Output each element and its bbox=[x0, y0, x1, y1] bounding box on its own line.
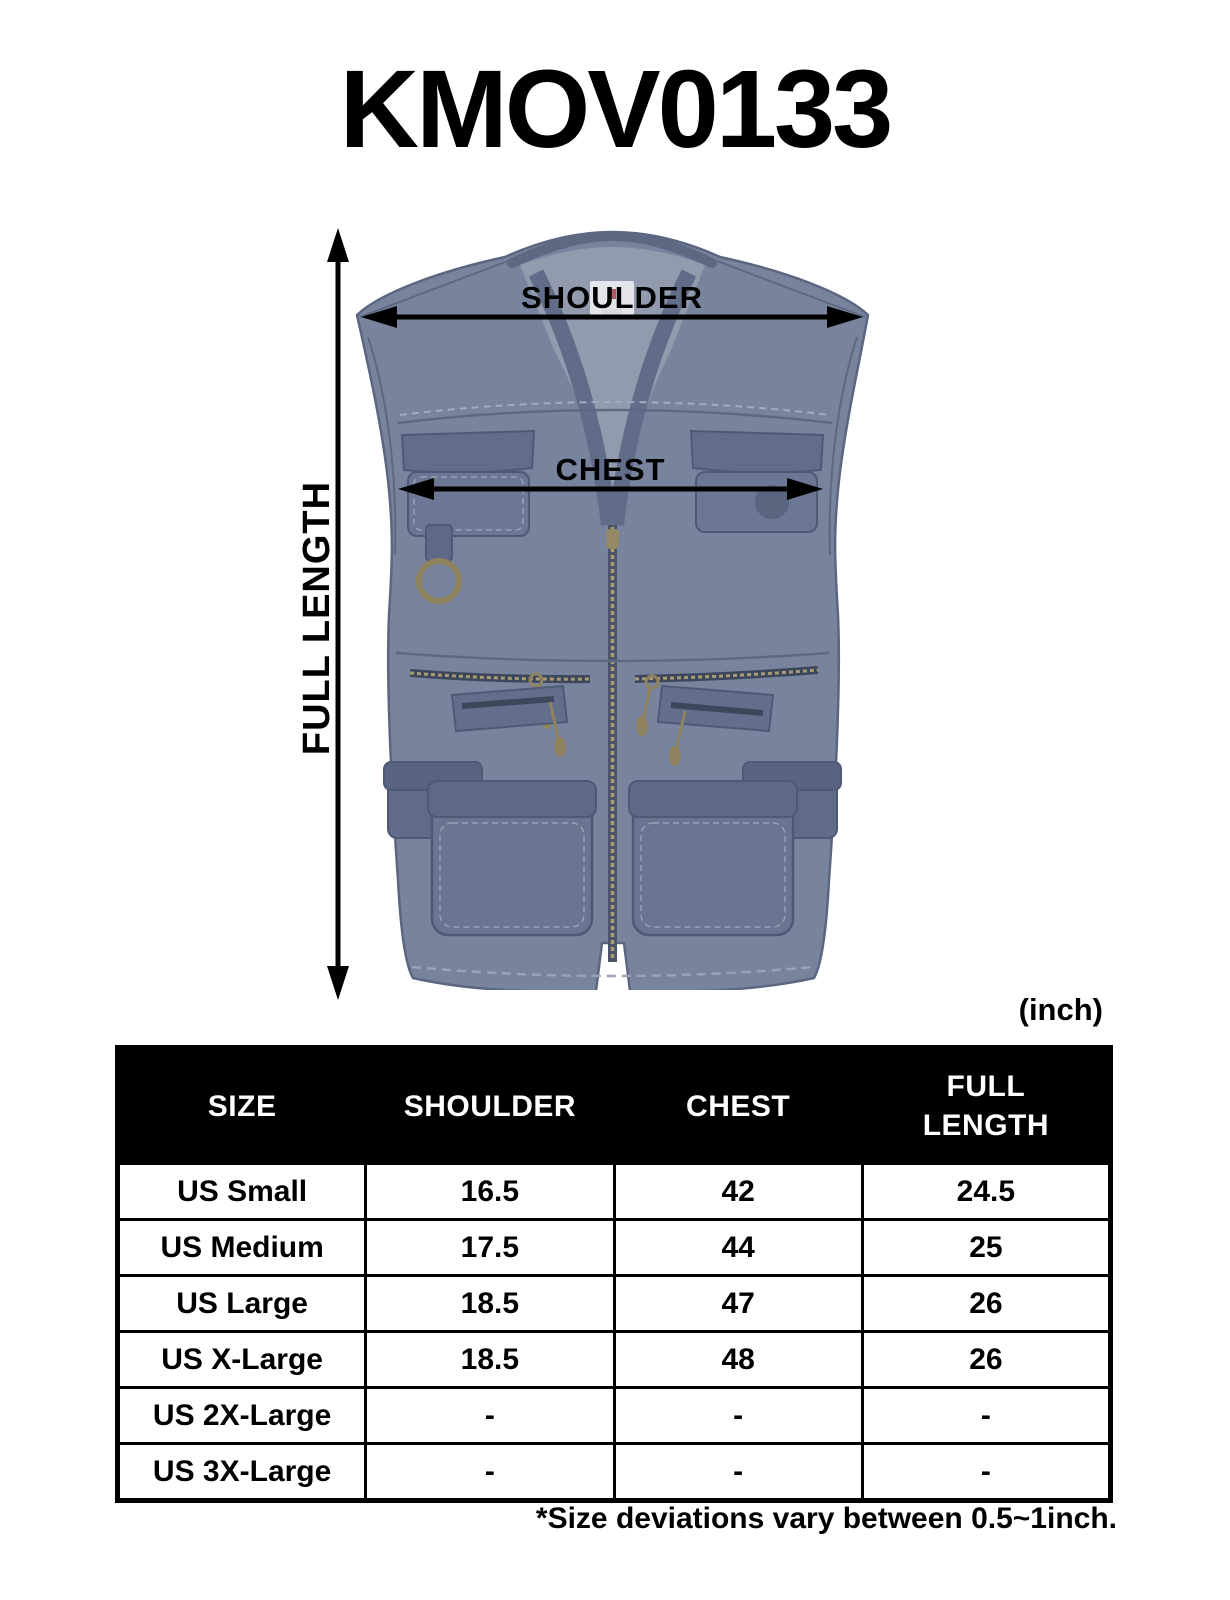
full-length-cell: 26 bbox=[860, 1330, 1113, 1389]
full-length-arrow-icon bbox=[327, 228, 349, 1000]
size-table: SIZE SHOULDER CHEST FULL LENGTH US Small… bbox=[115, 1045, 1113, 1503]
size-cell: US X-Large bbox=[115, 1330, 368, 1389]
chest-cell: 47 bbox=[612, 1274, 864, 1333]
full-length-cell: 26 bbox=[860, 1274, 1113, 1333]
size-cell: US Large bbox=[115, 1274, 368, 1333]
shoulder-cell: 18.5 bbox=[364, 1330, 616, 1389]
chest-cell: 44 bbox=[612, 1218, 864, 1277]
full-length-label: FULL LENGTH bbox=[296, 480, 338, 756]
size-cell: US 2X-Large bbox=[115, 1386, 368, 1445]
chest-cell: 42 bbox=[612, 1162, 864, 1221]
size-table-header-row: SIZE SHOULDER CHEST FULL LENGTH bbox=[115, 1046, 1113, 1165]
column-header-shoulder: SHOULDER bbox=[364, 1046, 616, 1165]
full-length-cell: 24.5 bbox=[860, 1162, 1113, 1221]
size-row: US 2X-Large - - - bbox=[115, 1386, 1113, 1445]
size-row: US Medium 17.5 44 25 bbox=[115, 1218, 1113, 1277]
size-cell: US 3X-Large bbox=[115, 1442, 368, 1502]
size-row: US Small 16.5 42 24.5 bbox=[115, 1162, 1113, 1221]
vest-d-ring bbox=[416, 524, 462, 604]
size-deviation-note: *Size deviations vary between 0.5~1inch. bbox=[535, 1502, 1117, 1535]
vest-image bbox=[355, 230, 870, 990]
shoulder-cell: - bbox=[364, 1442, 616, 1502]
column-header-full-length: FULL LENGTH bbox=[860, 1046, 1113, 1165]
shoulder-cell: - bbox=[364, 1386, 616, 1445]
size-row: US Large 18.5 47 26 bbox=[115, 1274, 1113, 1333]
product-code-title: KMOV0133 bbox=[339, 48, 894, 171]
column-header-size: SIZE bbox=[115, 1046, 368, 1165]
chest-cell: - bbox=[612, 1442, 864, 1502]
chest-measure: CHEST bbox=[398, 453, 823, 507]
vest-lower-pockets bbox=[383, 761, 842, 978]
full-length-cell: 25 bbox=[860, 1218, 1113, 1277]
full-length-cell: - bbox=[860, 1386, 1113, 1445]
full-length-cell: - bbox=[860, 1442, 1113, 1502]
shoulder-label: SHOULDER bbox=[521, 280, 703, 315]
chest-cell: 48 bbox=[612, 1330, 864, 1389]
shoulder-measure: SHOULDER bbox=[361, 281, 863, 335]
shoulder-cell: 16.5 bbox=[364, 1162, 616, 1221]
size-cell: US Medium bbox=[115, 1218, 368, 1277]
size-row: US 3X-Large - - - bbox=[115, 1442, 1113, 1502]
chest-cell: - bbox=[612, 1386, 864, 1445]
column-header-chest: CHEST bbox=[612, 1046, 864, 1165]
shoulder-cell: 17.5 bbox=[364, 1218, 616, 1277]
size-cell: US Small bbox=[115, 1162, 368, 1221]
chest-arrow-icon bbox=[398, 478, 823, 500]
vest-zipper bbox=[606, 525, 619, 962]
chest-label: CHEST bbox=[555, 452, 666, 487]
vest-zip-pockets bbox=[450, 684, 775, 766]
unit-label: (inch) bbox=[1018, 992, 1103, 1027]
shoulder-arrow-icon bbox=[361, 306, 863, 328]
shoulder-cell: 18.5 bbox=[364, 1274, 616, 1333]
size-row: US X-Large 18.5 48 26 bbox=[115, 1330, 1113, 1389]
